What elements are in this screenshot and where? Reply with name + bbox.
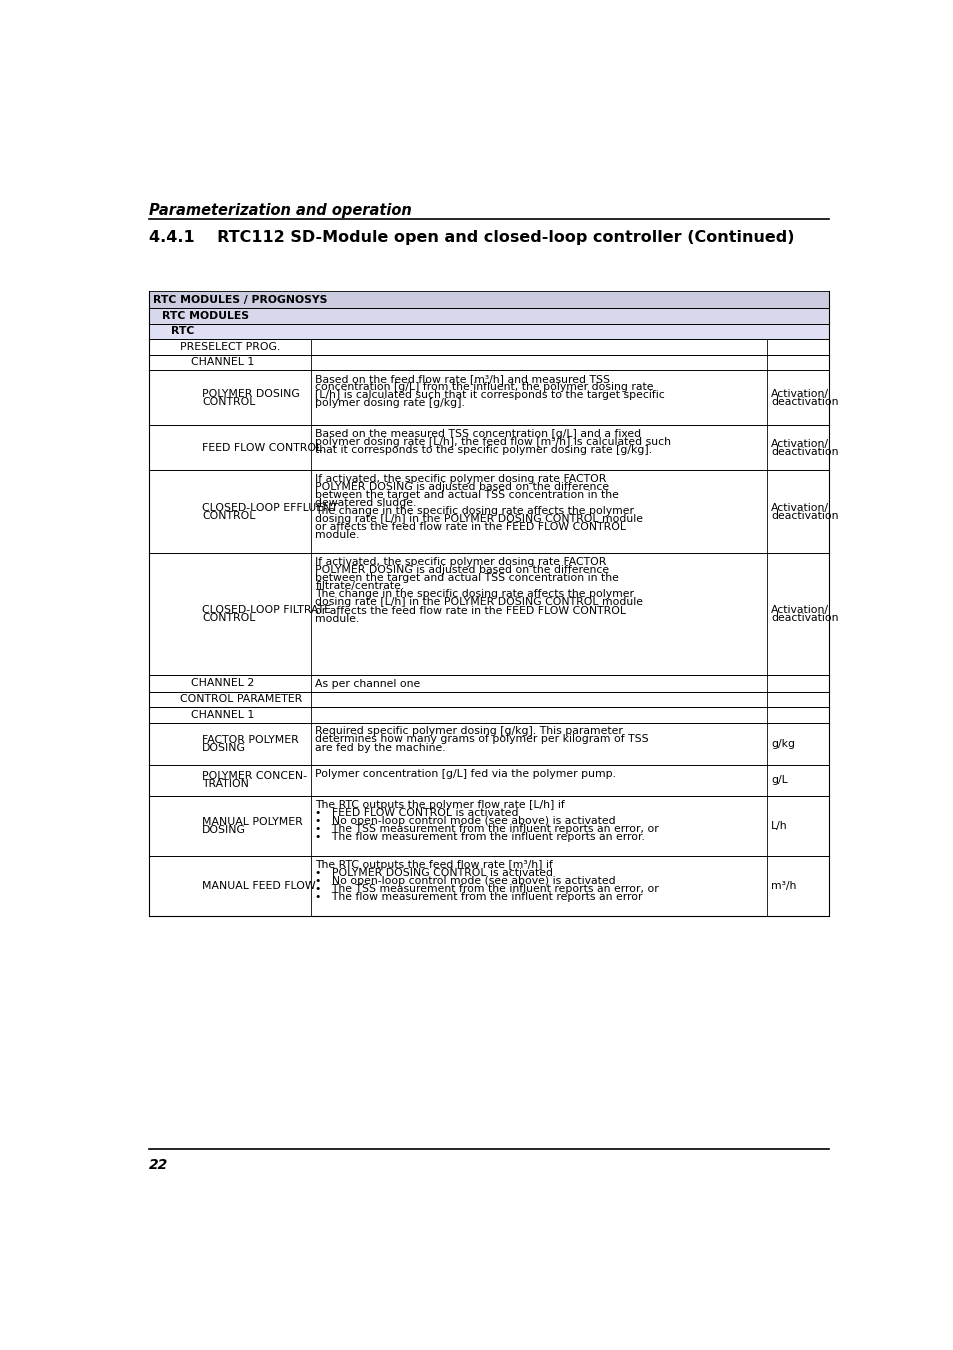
Text: CLOSED-LOOP EFFLUENT: CLOSED-LOOP EFFLUENT — [202, 502, 337, 513]
Text: deactivation: deactivation — [770, 447, 838, 456]
Text: RTC MODULES / PROGNOSYS: RTC MODULES / PROGNOSYS — [152, 294, 327, 305]
Text: dosing rate [L/h] in the POLYMER DOSING CONTROL module: dosing rate [L/h] in the POLYMER DOSING … — [315, 514, 642, 524]
Bar — [149, 308, 828, 324]
Text: POLYMER DOSING is adjusted based on the difference: POLYMER DOSING is adjusted based on the … — [315, 566, 609, 575]
Text: [L/h] is calculated such that it corresponds to the target specific: [L/h] is calculated such that it corresp… — [315, 390, 664, 400]
Text: concentration [g/L] from the influent, the polymer dosing rate: concentration [g/L] from the influent, t… — [315, 382, 653, 391]
Text: RTC MODULES: RTC MODULES — [162, 310, 249, 321]
Text: are fed by the machine.: are fed by the machine. — [315, 743, 445, 752]
Text: POLYMER CONCEN-: POLYMER CONCEN- — [202, 771, 307, 782]
Text: Required specific polymer dosing [g/kg]. This parameter: Required specific polymer dosing [g/kg].… — [315, 726, 622, 736]
Text: If activated, the specific polymer dosing rate FACTOR: If activated, the specific polymer dosin… — [315, 474, 606, 483]
Text: or affects the feed flow rate in the FEED FLOW CONTROL: or affects the feed flow rate in the FEE… — [315, 606, 626, 616]
Text: •   No open-loop control mode (see above) is activated: • No open-loop control mode (see above) … — [315, 815, 616, 826]
Text: •   The TSS measurement from the influent reports an error, or: • The TSS measurement from the influent … — [315, 824, 659, 834]
Text: module.: module. — [315, 531, 359, 540]
Text: •   The flow measurement from the influent reports an error: • The flow measurement from the influent… — [315, 892, 642, 902]
Text: that it corresponds to the specific polymer dosing rate [g/kg].: that it corresponds to the specific poly… — [315, 446, 652, 455]
Text: The RTC outputs the feed flow rate [m³/h] if: The RTC outputs the feed flow rate [m³/h… — [315, 860, 553, 869]
Text: 4.4.1    RTC112 SD-Module open and closed-loop controller (Continued): 4.4.1 RTC112 SD-Module open and closed-l… — [149, 230, 793, 244]
Text: DOSING: DOSING — [202, 743, 246, 753]
Text: between the target and actual TSS concentration in the: between the target and actual TSS concen… — [315, 490, 618, 500]
Text: Parameterization and operation: Parameterization and operation — [149, 202, 411, 217]
Text: •   The TSS measurement from the influent reports an error, or: • The TSS measurement from the influent … — [315, 884, 659, 894]
Text: Polymer concentration [g/L] fed via the polymer pump.: Polymer concentration [g/L] fed via the … — [315, 768, 616, 779]
Text: deactivation: deactivation — [770, 397, 838, 406]
Text: filtrate/centrate.: filtrate/centrate. — [315, 582, 404, 591]
Text: DOSING: DOSING — [202, 825, 246, 834]
Text: CHANNEL 2: CHANNEL 2 — [192, 678, 254, 688]
Text: polymer dosing rate [g/kg].: polymer dosing rate [g/kg]. — [315, 398, 465, 408]
Text: CHANNEL 1: CHANNEL 1 — [192, 710, 254, 720]
Text: PRESELECT PROG.: PRESELECT PROG. — [180, 342, 280, 352]
Text: The change in the specific dosing rate affects the polymer: The change in the specific dosing rate a… — [315, 506, 634, 516]
Text: module.: module. — [315, 614, 359, 624]
Text: CONTROL: CONTROL — [202, 613, 255, 624]
Text: The change in the specific dosing rate affects the polymer: The change in the specific dosing rate a… — [315, 590, 634, 599]
Text: •   No open-loop control mode (see above) is activated: • No open-loop control mode (see above) … — [315, 876, 616, 886]
Text: POLYMER DOSING is adjusted based on the difference: POLYMER DOSING is adjusted based on the … — [315, 482, 609, 491]
Text: The RTC outputs the polymer flow rate [L/h] if: The RTC outputs the polymer flow rate [L… — [315, 799, 564, 810]
Bar — [149, 292, 828, 308]
Text: RTC: RTC — [171, 327, 194, 336]
Text: Based on the feed flow rate [m³/h] and measured TSS: Based on the feed flow rate [m³/h] and m… — [315, 374, 610, 383]
Text: If activated, the specific polymer dosing rate FACTOR: If activated, the specific polymer dosin… — [315, 558, 606, 567]
Text: •   POLYMER DOSING CONTROL is activated: • POLYMER DOSING CONTROL is activated — [315, 868, 553, 878]
Text: 22: 22 — [149, 1157, 168, 1172]
Text: deactivation: deactivation — [770, 613, 838, 624]
Text: Activation/: Activation/ — [770, 439, 828, 448]
Text: dosing rate [L/h] in the POLYMER DOSING CONTROL module: dosing rate [L/h] in the POLYMER DOSING … — [315, 598, 642, 608]
Text: determines how many grams of polymer per kilogram of TSS: determines how many grams of polymer per… — [315, 734, 648, 744]
Text: FEED FLOW CONTROL: FEED FLOW CONTROL — [202, 443, 322, 452]
Text: •   The flow measurement from the influent reports an error.: • The flow measurement from the influent… — [315, 832, 644, 842]
Text: FACTOR POLYMER: FACTOR POLYMER — [202, 734, 298, 745]
Text: MANUAL POLYMER: MANUAL POLYMER — [202, 817, 303, 826]
Text: As per channel one: As per channel one — [315, 679, 420, 688]
Text: g/kg: g/kg — [770, 738, 794, 749]
Bar — [149, 324, 828, 339]
Text: CLOSED-LOOP FILTRATE: CLOSED-LOOP FILTRATE — [202, 605, 331, 616]
Text: between the target and actual TSS concentration in the: between the target and actual TSS concen… — [315, 574, 618, 583]
Text: g/L: g/L — [770, 775, 787, 786]
Text: CONTROL PARAMETER: CONTROL PARAMETER — [180, 694, 302, 705]
Text: POLYMER DOSING: POLYMER DOSING — [202, 389, 299, 398]
Text: CHANNEL 1: CHANNEL 1 — [192, 358, 254, 367]
Text: deactivation: deactivation — [770, 510, 838, 521]
Text: MANUAL FEED FLOW: MANUAL FEED FLOW — [202, 880, 315, 891]
Text: Activation/: Activation/ — [770, 502, 828, 513]
Text: •   FEED FLOW CONTROL is activated: • FEED FLOW CONTROL is activated — [315, 807, 518, 818]
Text: Activation/: Activation/ — [770, 605, 828, 616]
Text: or affects the feed flow rate in the FEED FLOW CONTROL: or affects the feed flow rate in the FEE… — [315, 522, 626, 532]
Text: Activation/: Activation/ — [770, 389, 828, 398]
Text: CONTROL: CONTROL — [202, 397, 255, 406]
Text: polymer dosing rate [L/h], the feed flow [m³/h] is calculated such: polymer dosing rate [L/h], the feed flow… — [315, 437, 671, 447]
Text: TRATION: TRATION — [202, 779, 249, 790]
Text: m³/h: m³/h — [770, 880, 796, 891]
Text: CONTROL: CONTROL — [202, 510, 255, 521]
Text: dewatered sludge.: dewatered sludge. — [315, 498, 416, 508]
Text: Based on the measured TSS concentration [g/L] and a fixed: Based on the measured TSS concentration … — [315, 429, 640, 439]
Text: L/h: L/h — [770, 821, 787, 830]
